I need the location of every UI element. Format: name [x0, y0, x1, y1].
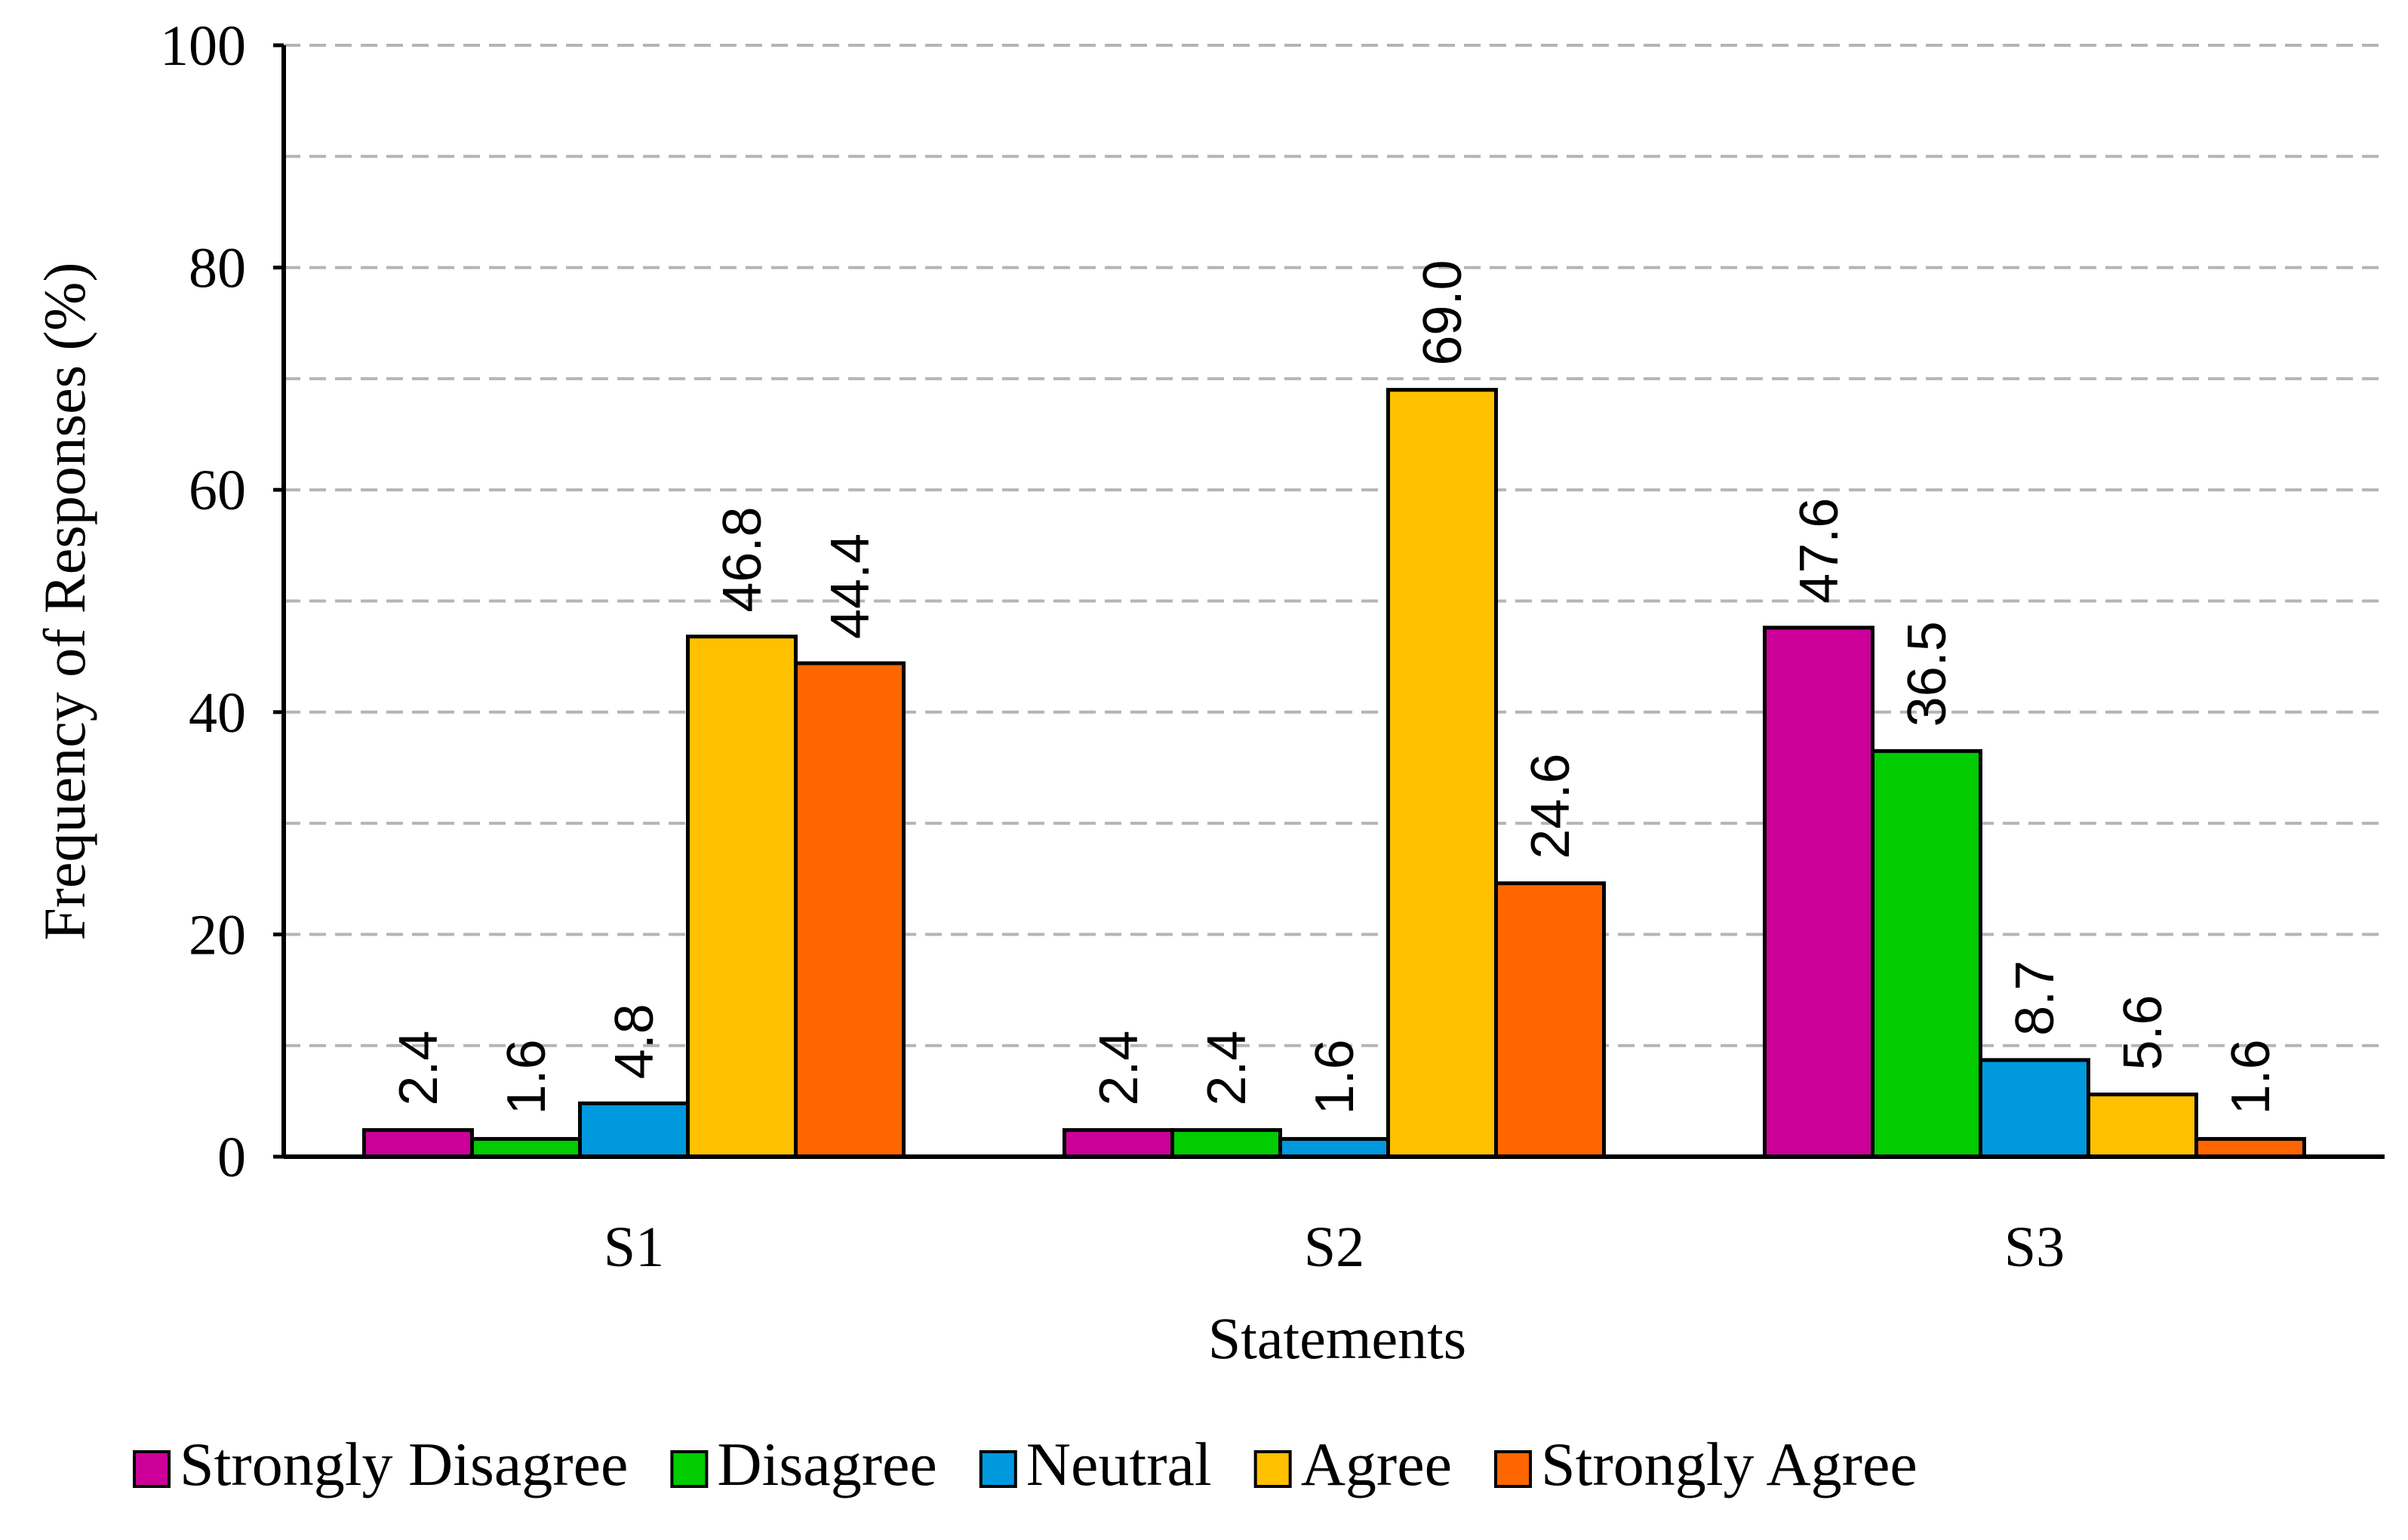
y-tick-label: 100 [160, 14, 246, 78]
y-tick-label: 40 [189, 681, 246, 745]
legend-label: Agree [1301, 1430, 1452, 1499]
data-label: 2.4 [1197, 1031, 1257, 1106]
bar-disagree-s3 [1871, 748, 1982, 1159]
bar-strongly-disagree-s3 [1763, 626, 1874, 1159]
legend-swatch-disagree [670, 1450, 709, 1488]
x-tick-label: S2 [1304, 1216, 1364, 1279]
data-label: 5.6 [2113, 994, 2173, 1070]
legend-swatch-agree [1253, 1450, 1292, 1488]
bar-strongly-disagree-s1 [362, 1128, 474, 1159]
bar-strongly-agree-s1 [794, 661, 906, 1159]
data-labels: 2.4 1.6 4.8 46.8 44.4 2.4 2.4 1.6 69.0 24.6 47.6 36… [389, 260, 2281, 1114]
y-axis-title: Frequency of Responses (%) [32, 263, 97, 941]
y-tick-labels: 0 20 40 60 80 100 [160, 14, 284, 1189]
legend: Strongly Disagree Disagree Neutral Agree Str… [133, 1430, 1917, 1499]
legend-label: Neutral [1026, 1430, 1212, 1499]
bar-disagree-s2 [1170, 1128, 1282, 1159]
x-tick-label: S1 [604, 1216, 664, 1279]
data-label: 36.5 [1897, 621, 1957, 727]
axes [281, 45, 2385, 1159]
gridlines [284, 44, 2385, 1047]
bar-neutral-s3 [1979, 1058, 2090, 1159]
data-label: 69.0 [1413, 260, 1473, 365]
legend-swatch-strongly-agree [1494, 1450, 1533, 1488]
bar-disagree-s1 [470, 1136, 582, 1159]
x-axis-title: Statements [1208, 1305, 1466, 1371]
data-label: 2.4 [1089, 1031, 1149, 1106]
data-label: 46.8 [712, 506, 773, 612]
y-tick-label: 20 [189, 903, 246, 967]
y-tick-label: 0 [217, 1126, 246, 1189]
bar-agree-s2 [1386, 388, 1498, 1159]
data-label: 47.6 [1789, 498, 1850, 604]
data-label: 24.6 [1521, 754, 1581, 859]
legend-label: Disagree [717, 1430, 936, 1499]
bar-agree-s3 [2087, 1093, 2198, 1159]
bar-strongly-disagree-s2 [1063, 1128, 1174, 1159]
data-label: 1.6 [2221, 1039, 2281, 1114]
bar-strongly-agree-s2 [1494, 881, 1606, 1159]
bars [362, 388, 2306, 1159]
data-label: 1.6 [497, 1039, 557, 1114]
y-tick-label: 80 [189, 237, 246, 300]
x-tick-labels: S1 S2 S3 [604, 1216, 2065, 1279]
bar-strongly-agree-s3 [2194, 1136, 2306, 1159]
legend-label: Strongly Agree [1541, 1430, 1917, 1499]
data-label: 1.6 [1305, 1039, 1365, 1114]
legend-swatch-strongly-disagree [133, 1450, 171, 1488]
legend-label: Strongly Disagree [180, 1430, 628, 1499]
data-label: 2.4 [389, 1031, 449, 1106]
y-tick-label: 60 [189, 459, 246, 522]
bar-neutral-s1 [578, 1101, 690, 1159]
x-tick-label: S3 [2004, 1216, 2065, 1279]
data-label: 4.8 [604, 1004, 665, 1079]
data-label: 44.4 [820, 533, 881, 639]
bar-neutral-s2 [1278, 1136, 1390, 1159]
data-label: 8.7 [2005, 961, 2065, 1036]
legend-swatch-neutral [979, 1450, 1017, 1488]
bar-agree-s1 [686, 635, 798, 1159]
